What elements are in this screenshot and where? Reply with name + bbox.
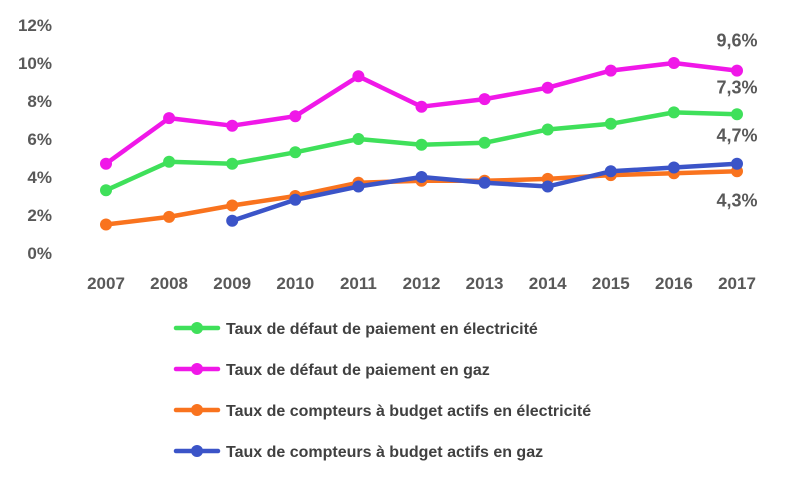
end-data-label: 9,6% [716,31,757,51]
x-tick-label: 2011 [340,274,377,293]
x-tick-label: 2010 [276,274,314,293]
data-point [100,157,112,170]
y-tick-label: 4% [27,168,52,187]
x-tick-label: 2014 [529,274,567,293]
legend-swatch-marker [191,363,203,375]
legend-swatch-marker [191,322,203,334]
x-tick-label: 2012 [403,274,441,293]
legend-item: Taux de défaut de paiement en gaz [173,362,490,379]
x-tick-label: 2017 [718,274,756,293]
data-point [541,123,554,136]
data-point [667,161,680,174]
y-tick-label: 6% [27,130,52,149]
legend-item: Taux de défaut de paiement en électricit… [173,321,538,338]
x-tick-label: 2007 [87,274,125,293]
data-point [415,171,428,183]
legend-label: Taux de compteurs à budget actifs en éle… [226,403,591,420]
data-point [289,146,302,159]
series-0 [100,106,743,197]
x-tick-label: 2015 [592,274,630,293]
data-point [667,57,680,69]
x-axis: 2007 2008 2009 2010 2011 2012 2013 2014 2015 2016… [87,274,756,293]
data-point [163,112,176,125]
data-point [100,218,112,231]
data-point [352,70,365,83]
y-tick-label: 2% [27,206,52,225]
data-point [478,176,491,189]
data-point [604,117,617,130]
legend-label: Taux de défaut de paiement en électricit… [226,321,538,338]
data-point [226,157,239,170]
data-point [604,165,617,178]
data-point [226,199,239,212]
data-point [415,100,428,113]
data-point [226,119,239,132]
plot-area [100,57,743,231]
end-data-label: 4,3% [716,190,757,210]
data-point [163,210,176,223]
y-tick-label: 10% [18,54,52,73]
legend-label: Taux de compteurs à budget actifs en gaz [226,444,543,461]
end-data-label: 4,7% [716,126,757,146]
series-1 [100,57,743,170]
data-point [163,155,176,168]
legend-item: Taux de compteurs à budget actifs en gaz [173,444,543,461]
data-point [100,184,112,197]
x-tick-label: 2009 [213,274,251,293]
y-tick-label: 0% [27,244,52,263]
data-point [289,110,302,123]
data-point [289,193,302,206]
data-point [731,108,743,121]
y-tick-label: 8% [27,92,52,111]
legend-item: Taux de compteurs à budget actifs en éle… [173,403,591,420]
data-point [731,64,743,77]
legend-swatch-marker [191,445,203,457]
data-point [478,136,491,149]
data-point [541,180,554,193]
series-3 [226,157,743,227]
end-data-label: 7,3% [716,77,757,97]
data-point [226,214,239,227]
data-point [478,93,491,106]
data-point [731,157,743,170]
x-tick-label: 2013 [466,274,504,293]
y-tick-label: 12% [18,16,52,35]
data-point [604,64,617,77]
x-tick-label: 2016 [655,274,693,293]
data-labels: 7,3% 9,6% 4,3% 4,7% [716,31,757,211]
x-tick-label: 2008 [150,274,188,293]
data-point [415,138,428,151]
data-point [667,106,680,119]
y-axis: 0% 2% 4% 6% 8% 10% 12% [18,16,52,263]
data-point [352,133,365,145]
legend: Taux de défaut de paiement en électricit… [173,321,591,461]
legend-label: Taux de défaut de paiement en gaz [226,362,490,379]
legend-swatch-marker [191,404,203,416]
data-point [352,180,365,193]
data-point [541,81,554,94]
